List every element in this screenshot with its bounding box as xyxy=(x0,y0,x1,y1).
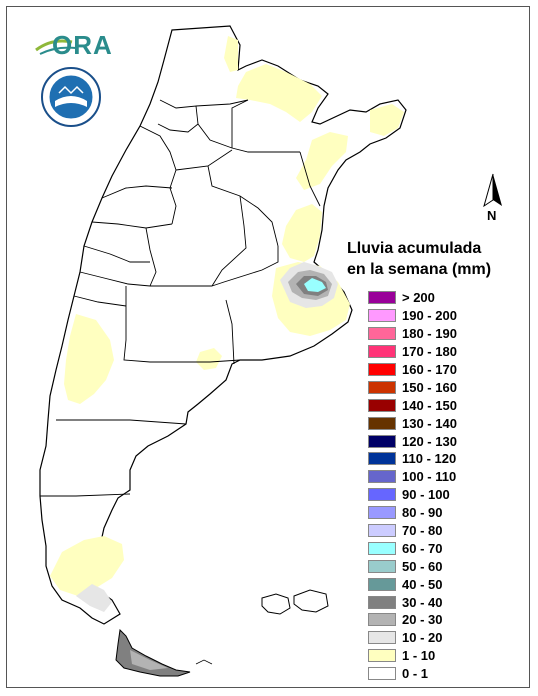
coastal-details xyxy=(195,659,213,665)
rain-10-20-south xyxy=(76,584,112,612)
legend-label: 90 - 100 xyxy=(402,487,450,503)
legend-item: 150 - 160 xyxy=(368,378,457,396)
legend-title-line1: Lluvia acumulada xyxy=(347,240,482,257)
legend-label: 1 - 10 xyxy=(402,648,436,664)
legend-label: 160 - 170 xyxy=(402,362,457,377)
legend-swatch xyxy=(368,452,396,466)
legend-item: 80 - 90 xyxy=(368,504,457,522)
legend-swatch xyxy=(368,309,396,323)
legend-item: 10 - 20 xyxy=(368,629,457,647)
legend-label: 80 - 90 xyxy=(402,505,443,521)
legend-swatch xyxy=(368,291,396,305)
legend-item: 20 - 30 xyxy=(368,611,457,629)
legend-swatch xyxy=(368,488,396,502)
rainfall-legend: > 200 190 - 200 180 - 190 170 - 180 160 - 17… xyxy=(368,289,457,683)
legend-item: 160 - 170 xyxy=(368,361,457,379)
legend-item: 180 - 190 xyxy=(368,325,457,343)
legend-swatch xyxy=(368,434,396,448)
legend-label: 120 - 130 xyxy=(402,433,457,449)
legend-swatch xyxy=(368,363,396,376)
legend-item: 30 - 40 xyxy=(368,593,457,611)
legend-swatch xyxy=(368,380,396,394)
legend-item: 0 - 1 xyxy=(368,665,457,683)
legend-label: 100 - 110 xyxy=(402,469,457,485)
legend-title-line2: en la semana (mm) xyxy=(347,261,492,278)
legend-item: 130 - 140 xyxy=(368,414,457,432)
legend-label: 190 - 200 xyxy=(402,308,457,324)
legend-item: 40 - 50 xyxy=(368,575,457,593)
legend-label: 150 - 160 xyxy=(402,379,457,395)
legend-item: 120 - 130 xyxy=(368,432,457,450)
legend-label: 180 - 190 xyxy=(402,326,457,342)
legend-label: 70 - 80 xyxy=(402,523,443,539)
legend-swatch xyxy=(368,613,396,627)
legend-item: 50 - 60 xyxy=(368,557,457,575)
legend-label: 140 - 150 xyxy=(402,397,457,413)
legend-label: > 200 xyxy=(402,290,435,306)
legend-swatch xyxy=(368,541,396,555)
legend-swatch xyxy=(368,577,396,591)
province-borders xyxy=(40,99,321,497)
legend-title: Lluvia acumulada en la semana (mm) xyxy=(347,238,491,280)
tierra-del-fuego-light xyxy=(130,650,168,670)
malvinas-islands xyxy=(261,589,329,615)
legend-item: 100 - 110 xyxy=(368,468,457,486)
legend-item: 70 - 80 xyxy=(368,522,457,540)
legend-swatch xyxy=(368,506,396,520)
legend-swatch xyxy=(368,595,396,609)
legend-label: 30 - 40 xyxy=(402,594,443,610)
legend-swatch xyxy=(368,345,396,359)
legend-item: 140 - 150 xyxy=(368,396,457,414)
north-arrow-icon xyxy=(483,173,502,208)
legend-item: > 200 xyxy=(368,289,457,307)
legend-item: 170 - 180 xyxy=(368,343,457,361)
legend-label: 50 - 60 xyxy=(402,558,443,574)
smn-seal-icon xyxy=(41,67,101,127)
legend-label: 0 - 1 xyxy=(402,666,429,682)
rain-intense-area xyxy=(280,262,338,308)
legend-swatch xyxy=(368,649,396,663)
legend-item: 90 - 100 xyxy=(368,486,457,504)
legend-swatch xyxy=(368,559,396,573)
north-label: N xyxy=(487,208,497,223)
ora-logo-text: ORA xyxy=(52,30,113,60)
legend-item: 1 - 10 xyxy=(368,647,457,665)
legend-label: 170 - 180 xyxy=(402,344,457,360)
legend-label: 60 - 70 xyxy=(402,540,443,556)
legend-swatch xyxy=(368,327,396,341)
legend-swatch xyxy=(368,416,396,430)
legend-swatch xyxy=(368,631,396,645)
legend-swatch xyxy=(368,667,396,681)
legend-label: 10 - 20 xyxy=(402,630,443,646)
legend-swatch xyxy=(368,398,396,412)
legend-item: 60 - 70 xyxy=(368,539,457,557)
legend-label: 130 - 140 xyxy=(402,415,457,431)
legend-label: 40 - 50 xyxy=(402,576,443,592)
legend-swatch xyxy=(368,524,396,538)
legend-label: 20 - 30 xyxy=(402,612,443,628)
ora-logo-swoosh xyxy=(35,39,77,55)
legend-item: 110 - 120 xyxy=(368,450,457,468)
legend-swatch xyxy=(368,470,396,484)
legend-item: 190 - 200 xyxy=(368,307,457,325)
legend-label: 110 - 120 xyxy=(402,451,457,467)
